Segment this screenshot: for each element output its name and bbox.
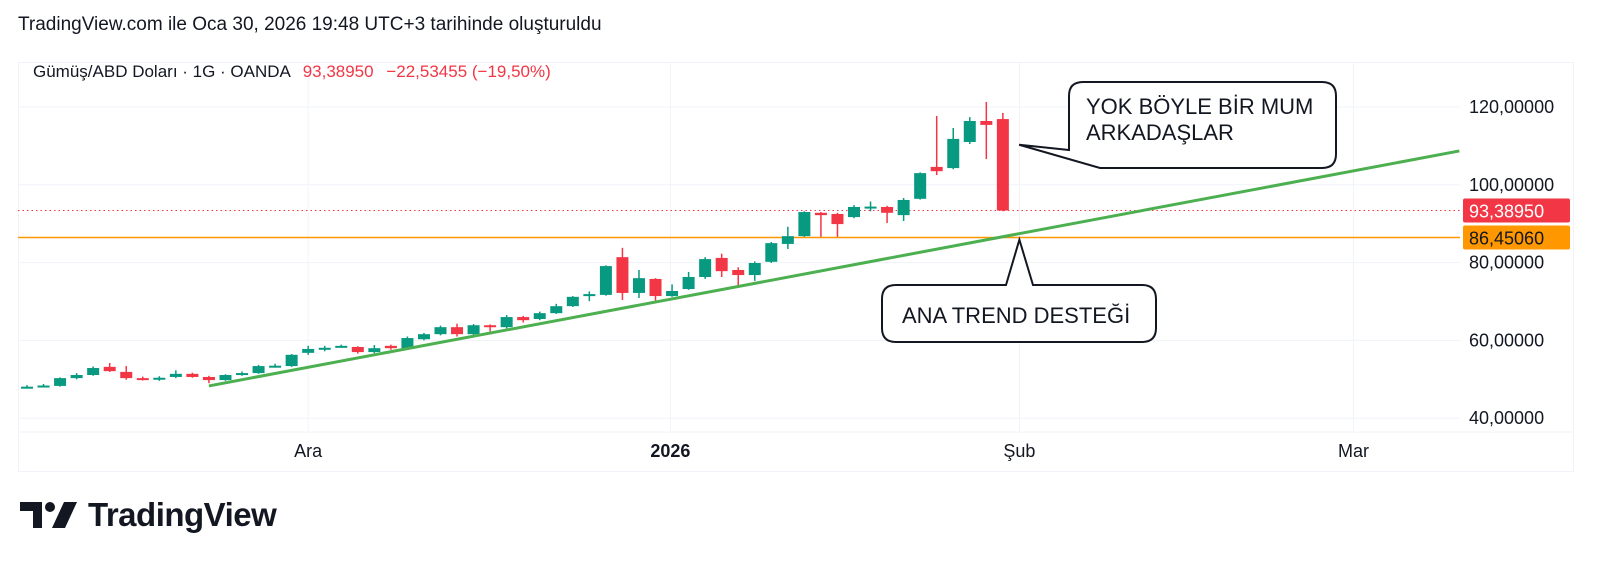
trendline[interactable] xyxy=(208,149,1460,388)
candle-up[interactable] xyxy=(70,375,83,379)
candle-up[interactable] xyxy=(368,348,381,353)
candle-down[interactable] xyxy=(351,347,364,353)
horizontal-line-badge xyxy=(1463,225,1570,250)
candle-up[interactable] xyxy=(37,385,50,388)
candle-down[interactable] xyxy=(814,212,827,216)
snapshot-caption: TradingView.com ile Oca 30, 2026 19:48 U… xyxy=(18,14,602,35)
time-tick-label: Şub xyxy=(1003,441,1035,461)
candle-up[interactable] xyxy=(252,366,265,374)
candle-up[interactable] xyxy=(798,212,811,237)
callout-line-2: ARKADAŞLAR xyxy=(1086,120,1234,145)
candle-up[interactable] xyxy=(236,373,249,376)
last-price-badge xyxy=(1463,198,1570,223)
candle-up[interactable] xyxy=(54,378,67,386)
price-change: −22,53455 (−19,50%) xyxy=(386,62,551,81)
last-price: 93,38950 xyxy=(302,62,374,81)
candle-down[interactable] xyxy=(120,371,133,379)
candle-up[interactable] xyxy=(153,377,166,380)
candle-up[interactable] xyxy=(848,206,860,218)
candle-down[interactable] xyxy=(384,345,397,349)
last-price-badge-label: 93,38950 xyxy=(1469,202,1544,222)
candle-down[interactable] xyxy=(103,366,116,372)
candle-down[interactable] xyxy=(831,213,844,225)
candle-up[interactable] xyxy=(765,243,778,262)
candle-up[interactable] xyxy=(947,138,960,169)
price-tick-label: 100,00000 xyxy=(1469,175,1554,195)
candle-up[interactable] xyxy=(169,373,182,377)
candle-down[interactable] xyxy=(517,317,530,321)
candle-up[interactable] xyxy=(583,294,596,297)
candle-up[interactable] xyxy=(401,338,414,349)
candle-up[interactable] xyxy=(632,278,645,293)
horizontal-line-badge-label: 86,45060 xyxy=(1469,229,1544,249)
candle-up[interactable] xyxy=(21,386,33,389)
candle-down[interactable] xyxy=(881,206,894,213)
candle-up[interactable] xyxy=(467,325,480,335)
price-tick-label: 40,00000 xyxy=(1469,408,1544,428)
candle-up[interactable] xyxy=(682,276,695,290)
candle-up[interactable] xyxy=(434,327,447,335)
candle-up[interactable] xyxy=(417,334,430,340)
candle-up[interactable] xyxy=(666,290,679,297)
chart-frame xyxy=(18,62,1574,472)
time-tick-label: Ara xyxy=(294,441,323,461)
candle-down[interactable] xyxy=(136,378,149,381)
time-axis: Ara 2026 Şub Mar xyxy=(294,441,1369,461)
candle-up[interactable] xyxy=(219,375,232,381)
candle-down[interactable] xyxy=(930,166,943,172)
tradingview-logo: TradingView xyxy=(20,496,277,534)
candles xyxy=(21,101,1009,389)
callout-bubble xyxy=(1018,81,1337,169)
candle-down[interactable] xyxy=(451,327,464,335)
symbol-legend: Gümüş/ABD Doları · 1G · OANDA 93,38950 −… xyxy=(33,62,551,82)
grid xyxy=(18,62,1574,433)
symbol-info: Gümüş/ABD Doları · 1G · OANDA xyxy=(33,62,290,81)
callout-annotation-1[interactable]: YOK BÖYLE BİR MUM ARKADAŞLAR xyxy=(1018,81,1337,169)
candle-down[interactable] xyxy=(980,121,993,125)
candle-up[interactable] xyxy=(599,266,612,295)
callout-line-1: ANA TREND DESTEĞİ xyxy=(902,303,1130,328)
candle-down[interactable] xyxy=(202,376,215,381)
candle-up[interactable] xyxy=(500,317,513,328)
candle-up[interactable] xyxy=(897,199,910,216)
candle-down[interactable] xyxy=(484,325,497,328)
candle-down[interactable] xyxy=(996,119,1009,211)
price-tick-label: 80,00000 xyxy=(1469,253,1544,273)
candle-up[interactable] xyxy=(533,313,546,320)
time-tick-label: Mar xyxy=(1338,441,1369,461)
candle-down[interactable] xyxy=(186,373,199,377)
callout-annotation-2[interactable]: ANA TREND DESTEĞİ xyxy=(881,236,1157,343)
tradingview-logo-text: TradingView xyxy=(88,496,277,533)
candle-up[interactable] xyxy=(914,173,927,199)
candle-up[interactable] xyxy=(699,259,712,277)
candle-up[interactable] xyxy=(781,236,794,244)
price-lines xyxy=(18,210,1460,239)
price-badges: 93,38950 86,45060 xyxy=(1463,198,1570,250)
candle-down[interactable] xyxy=(732,269,745,276)
callout-bubble xyxy=(881,236,1157,343)
candle-up[interactable] xyxy=(318,347,331,350)
time-tick-label: 2026 xyxy=(650,441,690,461)
price-axis: 120,00000 100,00000 80,00000 60,00000 40,000… xyxy=(1469,97,1554,428)
candle-up[interactable] xyxy=(87,368,100,376)
callout-line-1: YOK BÖYLE BİR MUM xyxy=(1086,94,1313,119)
candle-up[interactable] xyxy=(269,365,282,368)
candle-up[interactable] xyxy=(335,345,348,348)
candle-up[interactable] xyxy=(302,348,315,353)
candle-up[interactable] xyxy=(566,296,579,307)
candle-up[interactable] xyxy=(963,121,976,143)
candle-up[interactable] xyxy=(748,262,761,276)
price-tick-label: 120,00000 xyxy=(1469,97,1554,117)
candle-down[interactable] xyxy=(616,257,629,293)
tradingview-logo-icon xyxy=(20,502,77,528)
price-tick-label: 60,00000 xyxy=(1469,330,1544,350)
candle-up[interactable] xyxy=(864,206,877,209)
candle-up[interactable] xyxy=(285,354,298,367)
candle-up[interactable] xyxy=(550,306,563,314)
candle-down[interactable] xyxy=(649,278,662,297)
candle-down[interactable] xyxy=(715,257,728,272)
